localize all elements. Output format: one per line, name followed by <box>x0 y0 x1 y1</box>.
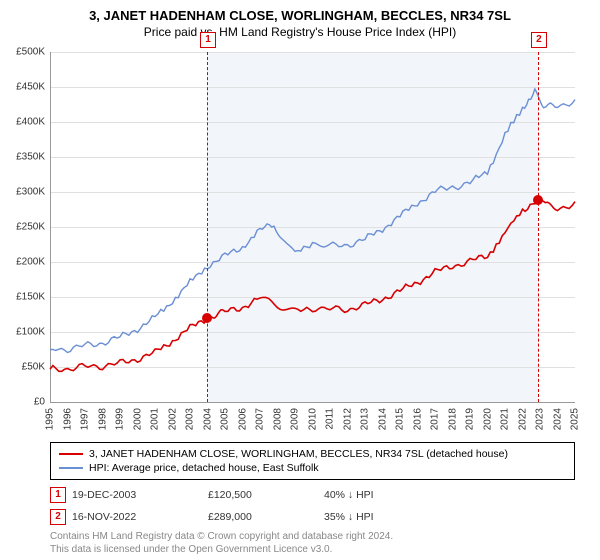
x-tick-label: 2021 <box>500 408 511 430</box>
transaction-pct: 40% ↓ HPI <box>324 489 464 501</box>
x-tick-label: 2007 <box>255 408 266 430</box>
x-tick-label: 2022 <box>517 408 528 430</box>
series-line-property <box>50 199 575 372</box>
x-tick-label: 2024 <box>552 408 563 430</box>
x-tick-label: 2017 <box>430 408 441 430</box>
x-tick-label: 2023 <box>535 408 546 430</box>
x-tick-label: 2012 <box>342 408 353 430</box>
x-tick-label: 1996 <box>62 408 73 430</box>
chart-container: 3, JANET HADENHAM CLOSE, WORLINGHAM, BEC… <box>0 0 600 560</box>
x-tick-label: 1999 <box>115 408 126 430</box>
attribution-text: Contains HM Land Registry data © Crown c… <box>50 530 575 556</box>
x-tick-label: 2009 <box>290 408 301 430</box>
x-tick-label: 2005 <box>220 408 231 430</box>
transaction-date: 16-NOV-2022 <box>72 511 202 523</box>
y-tick-label: £100K <box>0 327 45 338</box>
x-tick-label: 1998 <box>97 408 108 430</box>
marker-box-1: 1 <box>200 32 216 48</box>
x-tick-label: 2018 <box>447 408 458 430</box>
x-tick-label: 2011 <box>325 408 336 430</box>
legend-row: 3, JANET HADENHAM CLOSE, WORLINGHAM, BEC… <box>59 447 566 461</box>
y-tick-label: £250K <box>0 222 45 233</box>
x-tick-label: 2001 <box>150 408 161 430</box>
x-tick-label: 1997 <box>80 408 91 430</box>
legend-swatch <box>59 453 83 455</box>
x-tick-label: 2010 <box>307 408 318 430</box>
x-tick-label: 1995 <box>45 408 56 430</box>
transactions-table: 1 19-DEC-2003 £120,500 40% ↓ HPI 2 16-NOV-202… <box>50 484 575 528</box>
x-tick-label: 2006 <box>237 408 248 430</box>
x-tick-label: 2002 <box>167 408 178 430</box>
transaction-marker: 1 <box>50 487 66 503</box>
x-tick-label: 2015 <box>395 408 406 430</box>
y-tick-label: £500K <box>0 47 45 58</box>
legend-swatch <box>59 467 83 469</box>
y-tick-label: £450K <box>0 82 45 93</box>
x-tick-label: 2004 <box>202 408 213 430</box>
transaction-pct: 35% ↓ HPI <box>324 511 464 523</box>
transaction-marker: 2 <box>50 509 66 525</box>
y-tick-label: £50K <box>0 362 45 373</box>
x-tick-label: 2016 <box>412 408 423 430</box>
x-tick-label: 2000 <box>132 408 143 430</box>
y-tick-label: £150K <box>0 292 45 303</box>
x-tick-label: 2008 <box>272 408 283 430</box>
transaction-row: 1 19-DEC-2003 £120,500 40% ↓ HPI <box>50 484 575 506</box>
plot-area: £0£50K£100K£150K£200K£250K£300K£350K£400… <box>50 52 576 402</box>
attribution-line: Contains HM Land Registry data © Crown c… <box>50 530 575 543</box>
legend-label: HPI: Average price, detached house, East… <box>89 462 319 474</box>
transaction-date: 19-DEC-2003 <box>72 489 202 501</box>
legend-row: HPI: Average price, detached house, East… <box>59 461 566 475</box>
marker-box-2: 2 <box>531 32 547 48</box>
chart-title: 3, JANET HADENHAM CLOSE, WORLINGHAM, BEC… <box>0 0 600 23</box>
x-tick-label: 2025 <box>570 408 581 430</box>
x-tick-label: 2014 <box>377 408 388 430</box>
y-tick-label: £200K <box>0 257 45 268</box>
marker-line-2 <box>538 52 539 402</box>
transaction-row: 2 16-NOV-2022 £289,000 35% ↓ HPI <box>50 506 575 528</box>
x-tick-label: 2003 <box>185 408 196 430</box>
x-tick-label: 2020 <box>482 408 493 430</box>
x-axis <box>50 402 575 403</box>
transaction-price: £120,500 <box>208 489 318 501</box>
transaction-price: £289,000 <box>208 511 318 523</box>
y-tick-label: £350K <box>0 152 45 163</box>
marker-point-1 <box>202 313 212 323</box>
series-svg <box>50 52 575 402</box>
series-line-hpi <box>50 89 575 353</box>
x-tick-label: 2019 <box>465 408 476 430</box>
marker-point-2 <box>533 195 543 205</box>
y-tick-label: £0 <box>0 397 45 408</box>
x-tick-label: 2013 <box>360 408 371 430</box>
y-tick-label: £300K <box>0 187 45 198</box>
legend-label: 3, JANET HADENHAM CLOSE, WORLINGHAM, BEC… <box>89 448 508 460</box>
marker-line-1 <box>207 52 208 402</box>
y-tick-label: £400K <box>0 117 45 128</box>
legend-box: 3, JANET HADENHAM CLOSE, WORLINGHAM, BEC… <box>50 442 575 480</box>
attribution-line: This data is licensed under the Open Gov… <box>50 543 575 556</box>
chart-subtitle: Price paid vs. HM Land Registry's House … <box>0 23 600 45</box>
